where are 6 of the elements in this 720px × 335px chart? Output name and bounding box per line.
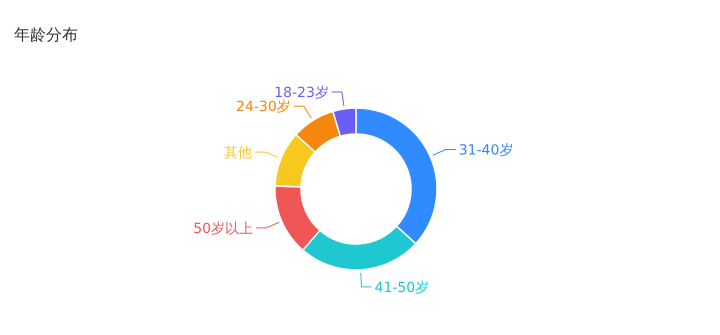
slice-label: 50岁以上: [193, 220, 254, 237]
slice-label: 其他: [224, 145, 252, 162]
text: 年龄分布: [14, 25, 78, 44]
slice-label: 31-40岁: [458, 142, 514, 159]
slice-label: 24-30岁: [236, 99, 291, 116]
slice-label: 41-50岁: [374, 280, 430, 296]
